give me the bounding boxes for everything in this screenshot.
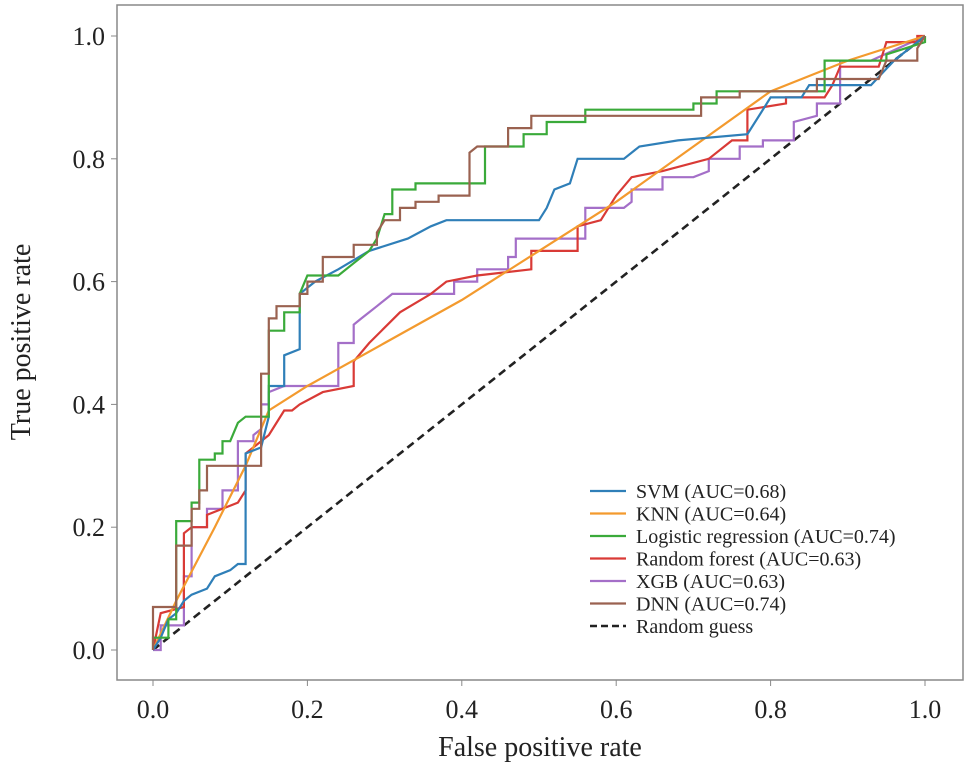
x-tick-label: 0.8 [754, 695, 787, 724]
x-tick-label: 0.0 [137, 695, 170, 724]
x-tick-label: 0.4 [446, 695, 479, 724]
y-tick-label: 0.4 [73, 390, 106, 419]
x-tick-label: 0.2 [291, 695, 324, 724]
y-tick-label: 0.8 [73, 145, 106, 174]
y-tick-label: 0.6 [73, 268, 106, 297]
y-tick-label: 0.2 [73, 513, 106, 542]
x-tick-label: 1.0 [909, 695, 942, 724]
series-line-logistic [151, 36, 927, 650]
legend-entry: DNN (AUC=0.74) [636, 594, 786, 616]
legend-entry: SVM (AUC=0.68) [636, 481, 786, 503]
series-line-random [151, 34, 925, 651]
series-line-xgb [153, 34, 926, 652]
legend-entry: XGB (AUC=0.63) [636, 571, 785, 593]
series-line-knn [152, 34, 926, 651]
series-line-svm [152, 35, 926, 651]
y-axis-label: True positive rate [6, 244, 37, 441]
legend-entry: KNN (AUC=0.64) [636, 504, 786, 526]
legend-entry: Random guess [636, 616, 753, 638]
x-axis-label: False positive rate [438, 732, 642, 763]
legend-entry: Random forest (AUC=0.63) [636, 549, 861, 571]
series-line-dnn [151, 35, 926, 650]
legend-entry: Logistic regression (AUC=0.74) [636, 526, 896, 548]
x-tick-label: 0.6 [600, 695, 633, 724]
plot-frame [116, 4, 964, 681]
y-tick-label: 0.0 [73, 636, 106, 665]
y-tick-label: 1.0 [73, 22, 106, 51]
series-line-random [152, 34, 926, 652]
